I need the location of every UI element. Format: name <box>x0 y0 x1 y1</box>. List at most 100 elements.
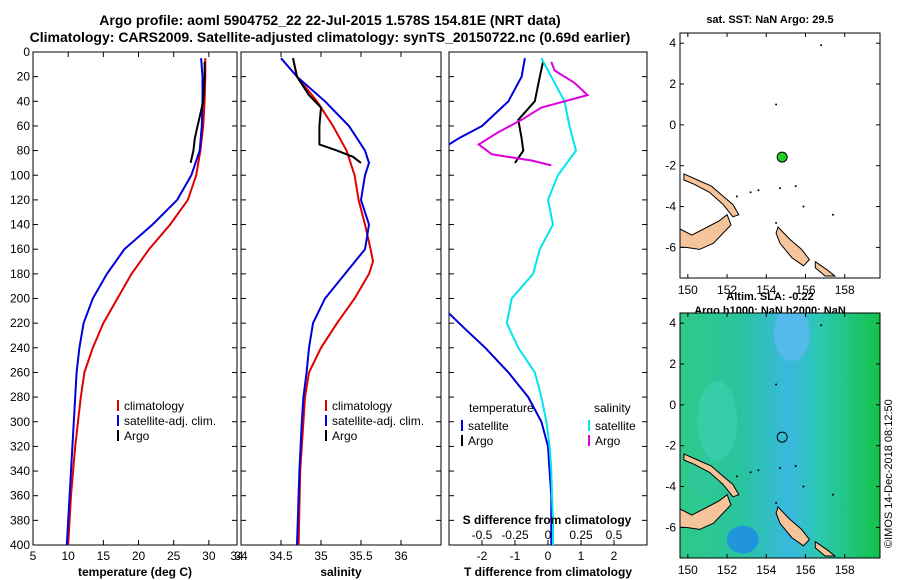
new-ireland-land <box>683 173 740 218</box>
sla-map-title-line1: Altim. SLA: -0.22 <box>726 291 814 303</box>
depth-tick-label: 0 <box>23 45 30 59</box>
panel-temperature: 0 20 40 60 80 100 120 140 160 180 200 220 240 260 280 3… <box>10 45 244 579</box>
sst-lat-label: -6 <box>665 240 676 254</box>
panel-salinity: 34 34.5 35 35.5 36 salinity climatologysatelli… <box>234 51 442 579</box>
differences-xtick-label: 1 <box>578 549 585 563</box>
small-island <box>775 383 778 386</box>
sla-lon-label: 152 <box>717 563 737 577</box>
differences-xtick-label: 0 <box>545 549 552 563</box>
depth-tick-label: 180 <box>10 267 30 281</box>
small-island <box>779 467 781 470</box>
salinity-frame <box>240 51 442 546</box>
sst-lon-label: 152 <box>717 283 737 297</box>
sla-lon-label: 154 <box>756 563 776 577</box>
depth-tick-label: 160 <box>10 242 30 256</box>
salinity-xtick-label: 36 <box>394 549 408 563</box>
temperature-legend-label: Argo <box>124 429 150 443</box>
depth-tick-label: 360 <box>10 489 30 503</box>
argo-float-marker <box>776 151 788 163</box>
sla-anomaly-low <box>726 525 759 554</box>
depth-tick-label: 300 <box>10 415 30 429</box>
sla-map-content <box>680 313 880 558</box>
depth-tick-label: 220 <box>10 316 30 330</box>
panel-differences: -2 -1 0 1 2 T difference from climatology temp… <box>448 51 648 579</box>
depth-tick-label: 140 <box>10 218 30 232</box>
depth-tick-label: 120 <box>10 193 30 207</box>
sla-lat-label: 2 <box>669 357 676 371</box>
small-island <box>775 221 778 224</box>
small-island <box>831 493 834 496</box>
diff-legend-temperature-title: temperature <box>469 401 534 415</box>
differences-series-t-argo <box>514 61 544 164</box>
depth-tick-label: 240 <box>10 341 30 355</box>
salinity-xlabel: salinity <box>320 565 362 579</box>
diff-legend-label: satellite <box>595 419 636 433</box>
sla-lat-label: -6 <box>665 520 676 534</box>
depth-tick-label: 20 <box>17 70 31 84</box>
salinity-legend-label: satellite-adj. clim. <box>332 414 424 428</box>
temperature-legend-label: satellite-adj. clim. <box>124 414 216 428</box>
sla-lon-label: 150 <box>678 563 698 577</box>
temperature-xtick-label: 30 <box>202 549 216 563</box>
depth-tick-label: 60 <box>17 119 31 133</box>
salinity-legend-label: climatology <box>332 399 392 413</box>
small-island <box>802 205 805 208</box>
depth-tick-label: 380 <box>10 513 30 527</box>
small-island <box>775 103 778 106</box>
figure-title-line1: Argo profile: aoml 5904752_22 22-Jul-201… <box>99 12 561 28</box>
diff-legend-salinity-title: salinity <box>594 401 631 415</box>
choiseul-land <box>814 540 837 557</box>
sla-lon-label: 158 <box>835 563 855 577</box>
sla-lat-label: 4 <box>669 316 676 330</box>
sst-lon-label: 154 <box>756 283 776 297</box>
differences-xlabel: T difference from climatology <box>464 565 632 579</box>
sla-anomaly <box>697 381 738 462</box>
sst-map-title: sat. SST: NaN Argo: 29.5 <box>706 14 834 26</box>
new-ireland-land <box>683 453 740 498</box>
sst-lon-label: 150 <box>678 283 698 297</box>
temperature-xtick-label: 10 <box>61 549 75 563</box>
profile-plots: 0204060801001201401601802002202402602803… <box>10 45 648 579</box>
new-britain-land <box>680 213 732 250</box>
salinity-legend-label: Argo <box>332 429 358 443</box>
choiseul-land <box>814 260 837 277</box>
small-island <box>820 44 823 47</box>
small-island <box>735 475 738 478</box>
diff-top-tick-label: -0.5 <box>472 528 493 542</box>
salinity-xtick-label: 35.5 <box>349 549 373 563</box>
salinity-series-climatology <box>292 57 375 545</box>
temperature-legend-label: climatology <box>124 399 184 413</box>
sst-map-content <box>680 33 880 278</box>
small-island <box>802 485 805 488</box>
small-island <box>757 189 760 192</box>
sla-lat-label: -2 <box>665 439 676 453</box>
diff-top-tick-label: -0.25 <box>501 528 529 542</box>
sla-map-frame <box>679 312 881 559</box>
diff-top-tick-label: 0.25 <box>569 528 593 542</box>
small-island <box>794 185 797 188</box>
small-island <box>820 324 823 327</box>
salinity-xtick-label: 35 <box>314 549 328 563</box>
depth-tick-label: 80 <box>17 144 31 158</box>
sst-map: 4 2 0 -2 -4 -6 150 152 154 156 158 <box>665 32 881 297</box>
differences-frame <box>448 51 648 546</box>
small-island <box>794 465 797 468</box>
diff-top-xlabel: S difference from climatology <box>463 513 632 527</box>
bougainville-land <box>775 226 811 267</box>
credit-label: ©IMOS 14-Dec-2018 08:12:50 <box>883 399 895 548</box>
differences-series-s-argo <box>476 61 590 167</box>
sst-map-frame <box>679 32 881 279</box>
depth-tick-label: 100 <box>10 168 30 182</box>
differences-xtick-label: -2 <box>477 549 488 563</box>
sla-lat-label: 0 <box>669 398 676 412</box>
depth-tick-label: 280 <box>10 390 30 404</box>
sla-lat-label: -4 <box>665 480 676 494</box>
diff-top-tick-label: 0.5 <box>606 528 623 542</box>
new-britain-land <box>680 493 732 530</box>
salinity-series-argo <box>292 57 362 164</box>
small-island <box>749 471 752 474</box>
sst-lat-label: -4 <box>665 200 676 214</box>
differences-xtick-label: -1 <box>510 549 521 563</box>
depth-tick-label: 40 <box>17 94 31 108</box>
differences-series-t-satellite <box>449 58 526 146</box>
